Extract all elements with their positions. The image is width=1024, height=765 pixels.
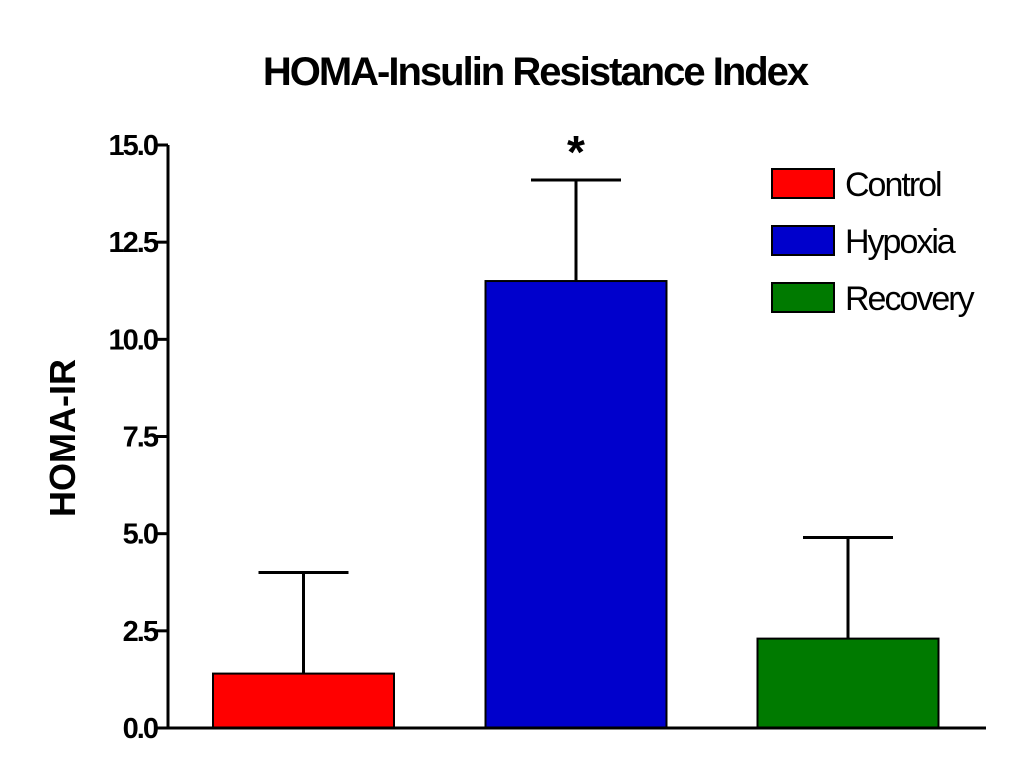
bar-control [212, 672, 395, 730]
y-axis-label: HOMA-IR [42, 359, 83, 517]
legend-label-hypoxia: Hypoxia [845, 223, 956, 261]
chart-title: HOMA-Insulin Resistance Index [263, 50, 809, 94]
bar-hypoxia [484, 280, 668, 729]
y-tick-label: 15.0 [109, 130, 158, 162]
bar-recovery [756, 637, 940, 730]
significance-marker: * [567, 126, 585, 178]
legend: Control Hypoxia Recovery [771, 166, 977, 318]
legend-swatch-recovery [771, 282, 835, 313]
y-tick-label: 2.5 [123, 616, 159, 648]
legend-label-control: Control [845, 166, 941, 204]
y-tick-label: 0.0 [123, 713, 158, 745]
y-tick-label: 10.0 [109, 324, 158, 356]
y-tick-label: 7.5 [123, 422, 159, 454]
legend-swatch-hypoxia [771, 225, 835, 256]
error-bars [258, 178, 893, 674]
annotations: * [567, 126, 585, 178]
legend-label-recovery: Recovery [845, 280, 975, 318]
y-tick-label: 12.5 [109, 227, 159, 259]
y-tick-label: 5.0 [123, 519, 158, 551]
bars [212, 280, 940, 730]
y-axis: 0.0 2.5 5.0 7.5 10.0 12.5 15.0 [109, 130, 168, 745]
legend-swatch-control [771, 168, 835, 199]
